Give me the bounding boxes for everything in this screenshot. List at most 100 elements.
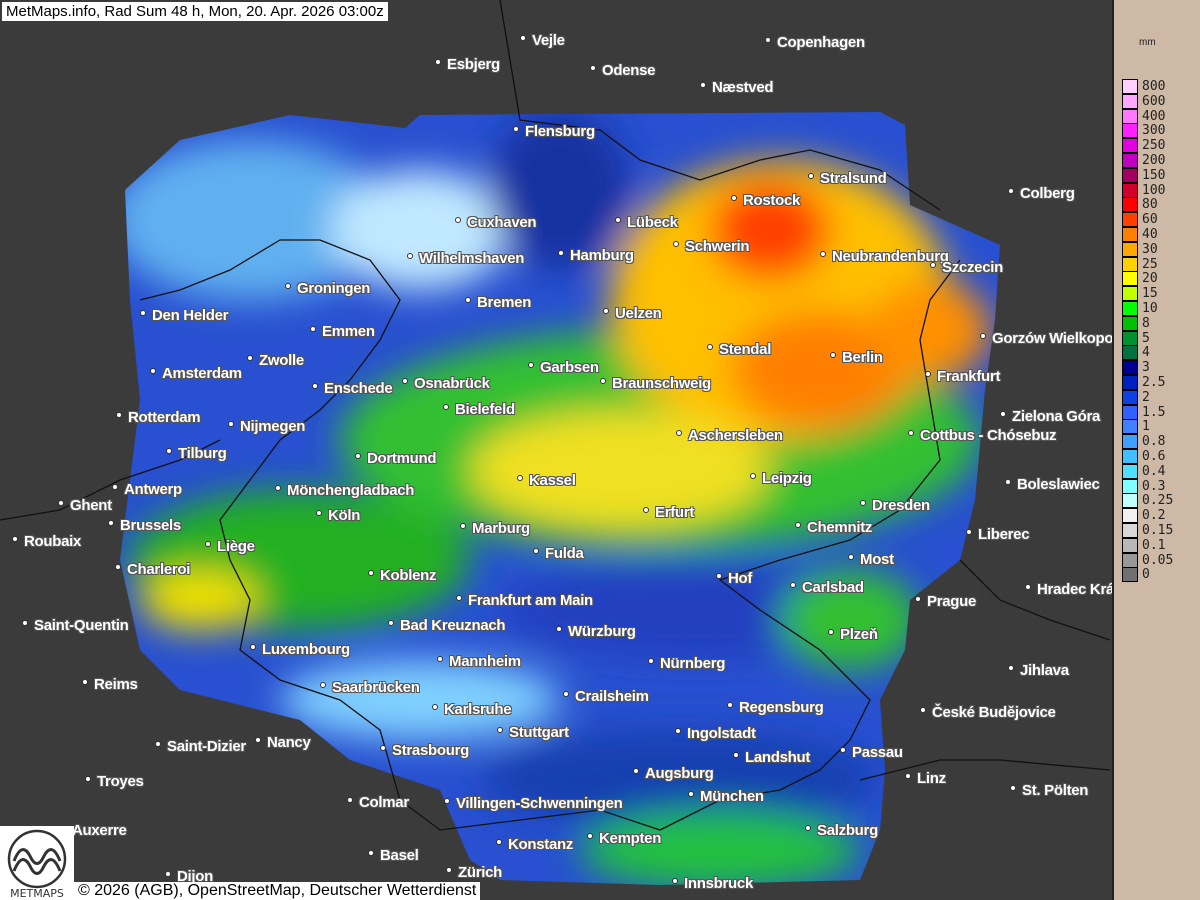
legend-value: 400 [1142,108,1166,124]
legend-value: 20 [1142,271,1158,287]
legend-item: 800 [1122,79,1165,94]
legend-swatch [1122,523,1138,538]
legend-value: 600 [1142,93,1166,109]
legend-item: 0.25 [1122,493,1174,509]
city-label: Stuttgart [497,724,569,741]
legend-value: 4 [1142,345,1150,361]
city-label: Crailsheim [563,688,649,705]
city-label: Basel [368,847,419,864]
legend-item: 0.15 [1122,523,1173,538]
city-label: Frankfurt [925,368,1000,385]
legend-item: 2 [1122,389,1150,405]
legend-item: 10 [1122,301,1158,316]
city-label: Most [848,551,894,568]
legend-item: 400 [1122,108,1166,124]
legend-value: 0.4 [1142,463,1166,479]
legend-item: 1.5 [1122,404,1166,420]
city-label: Szczecin [930,259,1003,276]
city-label: Nijmegen [228,418,305,435]
city-label: Landshut [733,749,810,766]
legend-swatch [1122,449,1138,464]
legend-unit: mm [1139,37,1156,48]
city-label: Colmar [347,794,409,811]
metmaps-logo: METMAPS [0,826,74,900]
legend-item: 0.05 [1122,552,1173,568]
legend-swatch [1122,93,1138,109]
city-label: Stralsund [808,170,887,187]
city-label: Passau [840,744,903,761]
city-label: Strasbourg [380,742,469,759]
city-label: Odense [590,62,656,79]
legend-item: 60 [1122,212,1158,228]
city-label: Leipzig [750,470,812,487]
legend-swatch [1122,212,1138,228]
city-label: Neubrandenburg [820,248,949,265]
city-label: Mannheim [437,653,521,670]
city-label: České Budějovice [920,704,1056,721]
legend-item: 150 [1122,167,1165,183]
legend-item: 0.3 [1122,478,1166,494]
legend-item: 80 [1122,197,1158,213]
legend-swatch [1122,360,1138,376]
city-label: Mönchengladbach [275,482,414,499]
map-title: MetMaps.info, Rad Sum 48 h, Mon, 20. Apr… [2,2,388,21]
legend-swatch [1122,167,1138,183]
city-label: Ingolstadt [675,725,756,742]
legend-value: 60 [1142,212,1158,228]
legend-value: 3 [1142,360,1150,376]
city-label: Groningen [285,280,370,297]
legend-item: 0.4 [1122,463,1166,479]
svg-text:METMAPS: METMAPS [10,887,64,900]
legend-swatch [1122,123,1138,139]
legend-swatch [1122,256,1138,272]
legend-swatch [1122,567,1138,583]
city-label: Brussels [108,517,181,534]
legend-value: 0.25 [1142,493,1174,509]
city-label: Erfurt [643,504,694,521]
legend-item: 4 [1122,345,1150,361]
legend-value: 800 [1142,79,1166,94]
legend-item: 0 [1122,567,1150,583]
city-label: Koblenz [368,567,437,584]
city-label: Luxembourg [250,641,350,658]
city-label: Plzeň [828,626,878,643]
city-label: Reims [82,676,138,693]
legend-swatch [1122,478,1138,494]
city-label: Troyes [85,773,144,790]
legend-swatch [1122,182,1138,198]
legend-value: 2 [1142,389,1150,405]
city-label: Köln [316,507,360,524]
legend-swatch [1122,463,1138,479]
legend-value: 0.3 [1142,478,1166,494]
city-label: Saarbrücken [320,679,420,696]
legend-item: 1 [1122,419,1150,435]
city-label: Augsburg [633,765,714,782]
city-label: Salzburg [805,822,878,839]
legend-swatch [1122,197,1138,213]
legend-item: 5 [1122,330,1150,346]
legend-value: 10 [1142,301,1158,316]
city-label: Dresden [860,497,930,514]
city-label: Lübeck [615,214,678,231]
city-label: Kempten [587,830,661,847]
radar-map[interactable]: MetMaps.info, Rad Sum 48 h, Mon, 20. Apr… [0,0,1112,900]
legend-swatch [1122,537,1138,553]
city-label: Vejle [520,32,565,49]
legend-item: 0.8 [1122,434,1165,450]
legend-value: 1.5 [1142,404,1166,420]
city-label: Zielona Góra [1000,408,1100,425]
city-label: Flensburg [513,123,595,140]
legend-value: 200 [1142,153,1166,168]
legend-swatch [1122,79,1138,94]
city-label: Zürich [446,864,502,881]
city-label: Osnabrück [402,375,490,392]
city-label: Roubaix [12,533,81,550]
city-label: Innsbruck [672,875,753,892]
city-label: Gorzów Wielkopolski [980,330,1112,347]
city-label: Colberg [1008,185,1075,202]
city-label: Prague [915,593,976,610]
city-label: Chemnitz [795,519,872,536]
city-label: Regensburg [727,699,824,716]
city-label: Villingen-Schwenningen [444,795,623,812]
legend-item: 300 [1122,123,1165,139]
